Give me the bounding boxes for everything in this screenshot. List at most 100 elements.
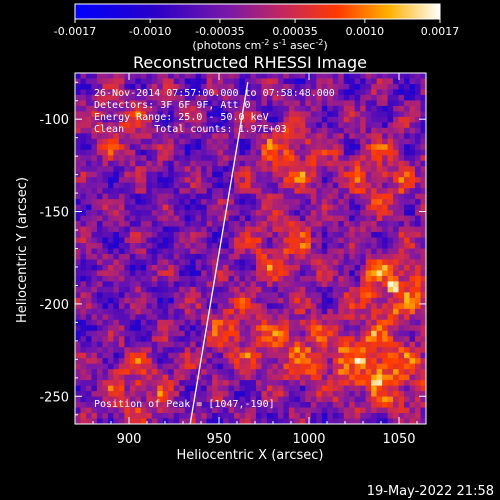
- heatmap-cell: [217, 363, 224, 370]
- heatmap-cell: [288, 275, 295, 282]
- heatmap-cell: [316, 418, 323, 424]
- heatmap-cell: [234, 264, 240, 271]
- heatmap-cell: [102, 160, 109, 167]
- heatmap-cell: [91, 210, 98, 216]
- heatmap-cell: [354, 215, 361, 222]
- heatmap-cell: [387, 73, 394, 79]
- heatmap-cell: [124, 352, 131, 359]
- heatmap-cell: [371, 336, 378, 343]
- heatmap-cell: [206, 286, 213, 293]
- heatmap-cell: [310, 171, 317, 178]
- heatmap-cell: [398, 111, 405, 118]
- heatmap-cell: [371, 160, 378, 167]
- heatmap-cell: [409, 358, 416, 365]
- heatmap-cell: [305, 182, 312, 189]
- y-tick-label: -100: [39, 113, 69, 128]
- heatmap-cell: [217, 352, 224, 359]
- heatmap-cell: [261, 363, 268, 370]
- heatmap-cell: [299, 215, 306, 222]
- heatmap-cell: [162, 133, 169, 140]
- heatmap-cell: [365, 105, 372, 112]
- heatmap-cell: [206, 105, 213, 112]
- heatmap-cell: [277, 264, 284, 271]
- heatmap-cell: [91, 127, 98, 134]
- heatmap-cell: [85, 402, 92, 408]
- heatmap-cell: [387, 264, 394, 271]
- heatmap-cell: [327, 336, 334, 343]
- heatmap-cell: [299, 407, 306, 414]
- heatmap-cell: [376, 407, 383, 414]
- heatmap-cell: [420, 286, 426, 293]
- heatmap-cell: [398, 138, 405, 145]
- heatmap-cell: [266, 83, 273, 90]
- heatmap-cell: [140, 413, 147, 419]
- heatmap-cell: [217, 199, 224, 206]
- heatmap-cell: [146, 391, 153, 397]
- heatmap-cell: [129, 78, 136, 85]
- heatmap-cell: [75, 177, 81, 184]
- heatmap-cell: [316, 149, 323, 156]
- heatmap-cell: [255, 281, 262, 288]
- heatmap-cell: [420, 407, 426, 414]
- heatmap-cell: [404, 358, 410, 365]
- heatmap-cell: [409, 193, 416, 200]
- heatmap-cell: [80, 127, 87, 134]
- heatmap-cell: [272, 374, 279, 381]
- heatmap-cell: [404, 182, 410, 189]
- heatmap-cell: [206, 363, 213, 370]
- heatmap-cell: [283, 418, 290, 424]
- heatmap-cell: [75, 341, 81, 348]
- heatmap-cell: [305, 308, 312, 315]
- heatmap-cell: [299, 281, 306, 288]
- heatmap-cell: [80, 336, 87, 343]
- heatmap-cell: [266, 413, 273, 419]
- heatmap-cell: [195, 330, 202, 337]
- heatmap-cell: [277, 396, 284, 403]
- heatmap-cell: [310, 380, 317, 387]
- heatmap-cell: [190, 171, 197, 178]
- heatmap-cell: [376, 122, 383, 129]
- heatmap-cell: [135, 155, 142, 162]
- heatmap-cell: [343, 177, 350, 184]
- heatmap-cell: [113, 314, 120, 321]
- heatmap-cell: [250, 336, 257, 343]
- heatmap-cell: [190, 188, 197, 195]
- heatmap-cell: [261, 341, 268, 348]
- heatmap-cell: [212, 402, 218, 408]
- heatmap-cell: [179, 182, 186, 189]
- heatmap-cell: [85, 270, 92, 277]
- heatmap-cell: [245, 292, 251, 299]
- heatmap-cell: [294, 73, 301, 79]
- heatmap-cell: [360, 232, 367, 238]
- heatmap-cell: [91, 297, 98, 304]
- heatmap-cell: [393, 253, 399, 260]
- heatmap-cell: [146, 177, 153, 184]
- heatmap-cell: [80, 292, 87, 299]
- heatmap-cell: [415, 116, 421, 123]
- heatmap-cell: [255, 237, 262, 244]
- heatmap-cell: [102, 248, 109, 255]
- heatmap-cell: [277, 325, 284, 332]
- heatmap-cell: [217, 413, 224, 419]
- heatmap-cell: [91, 391, 98, 397]
- heatmap-cell: [190, 248, 197, 255]
- heatmap-cell: [212, 297, 218, 304]
- heatmap-cell: [173, 160, 180, 167]
- heatmap-cell: [321, 281, 328, 288]
- heatmap-cell: [294, 177, 301, 184]
- heatmap-cell: [343, 336, 350, 343]
- heatmap-cell: [360, 116, 367, 123]
- heatmap-cell: [316, 391, 323, 397]
- heatmap-cell: [184, 369, 191, 376]
- heatmap-cell: [151, 314, 158, 321]
- heatmap-cell: [124, 369, 131, 376]
- heatmap-cell: [129, 100, 136, 107]
- heatmap-cell: [118, 133, 125, 140]
- heatmap-cell: [393, 248, 399, 255]
- heatmap-cell: [206, 215, 213, 222]
- heatmap-cell: [327, 407, 334, 414]
- heatmap-cell: [338, 248, 345, 255]
- heatmap-cell: [250, 402, 257, 408]
- heatmap-cell: [365, 391, 372, 397]
- heatmap-cell: [332, 259, 339, 266]
